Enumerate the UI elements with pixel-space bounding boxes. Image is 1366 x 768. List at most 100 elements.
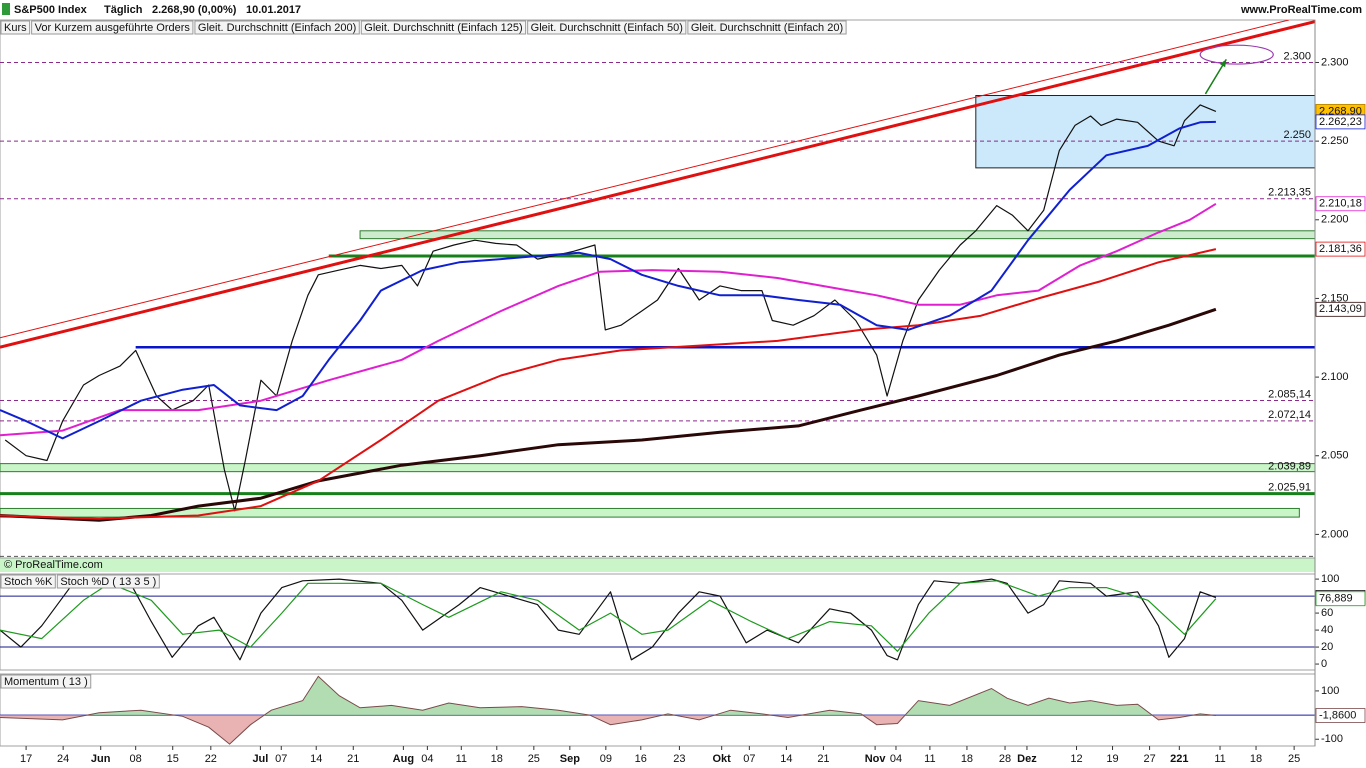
legend-box <box>360 20 527 35</box>
plot-area <box>0 20 1315 557</box>
last-value-box <box>1315 591 1366 607</box>
x-tick-label: 21 <box>347 753 359 765</box>
zone-label: 2.039,89 <box>1268 461 1311 473</box>
y-tick-label: 100 <box>1321 685 1339 697</box>
legend-entry: Stoch %K <box>4 576 53 588</box>
legend-entry: Gleit. Durchschnitt (Einfach 125) <box>364 22 522 34</box>
y-tick-label: 0 <box>1321 658 1327 670</box>
level-label: 2.213,35 <box>1268 187 1311 199</box>
source: www.ProRealTime.com <box>1240 4 1362 16</box>
y-tick-label: -100 <box>1321 733 1343 745</box>
series-line <box>0 120 1216 440</box>
last-price: 2.268,90 (0,00%) <box>152 4 237 16</box>
area-negative <box>0 715 1216 745</box>
series-line <box>0 578 1217 661</box>
arrow-head <box>1219 59 1227 68</box>
y-tick-label: 100 <box>1321 573 1339 585</box>
series-line <box>0 248 1217 520</box>
x-tick-label: 04 <box>890 753 902 765</box>
y-tick-label: 2.150 <box>1321 292 1349 304</box>
x-tick-label: 24 <box>57 753 69 765</box>
trend-line <box>0 20 1290 339</box>
x-tick-label: 25 <box>1288 753 1300 765</box>
x-tick-label: Jul <box>252 753 268 765</box>
x-tick-label: 21 <box>817 753 829 765</box>
copyright-strip <box>0 558 1315 572</box>
legend-entry: Gleit. Durchschnitt (Einfach 200) <box>198 22 356 34</box>
level-label: 2.300 <box>1283 50 1311 62</box>
y-tick-label: 2.200 <box>1321 214 1349 226</box>
legend-box <box>31 20 194 35</box>
x-tick-label: 19 <box>1106 753 1118 765</box>
last-value-label: 76,889 <box>1319 593 1353 605</box>
app-icon <box>2 3 10 15</box>
x-tick-label: 18 <box>491 753 503 765</box>
x-tick-label: 14 <box>310 753 322 765</box>
x-tick-label: 11 <box>1214 753 1225 765</box>
last-value-label: 2.143,09 <box>1319 303 1362 315</box>
last-value-label: 2.262,23 <box>1319 116 1362 128</box>
zone <box>0 463 1315 473</box>
x-tick-label: 07 <box>275 753 287 765</box>
x-tick-label: 25 <box>528 753 540 765</box>
y-tick-label: 2.250 <box>1321 135 1349 147</box>
legend-entry: Gleit. Durchschnitt (Einfach 20) <box>691 22 843 34</box>
x-tick-label: Sep <box>560 753 580 765</box>
x-tick-label: 14 <box>780 753 792 765</box>
x-tick-label: 23 <box>673 753 685 765</box>
x-tick-label: 08 <box>130 753 142 765</box>
legend-box <box>0 20 31 35</box>
trend-line <box>0 20 1315 349</box>
x-tick-label: 07 <box>743 753 755 765</box>
legend-entry: Vor Kurzem ausgeführte Orders <box>35 22 191 34</box>
y-tick-label: 2.000 <box>1321 528 1349 540</box>
last-value-label: 2.268,90 <box>1319 105 1362 117</box>
x-tick-label: 28 <box>999 753 1011 765</box>
x-tick-label: 11 <box>456 753 467 765</box>
level-label: 2.025,91 <box>1268 482 1311 494</box>
x-tick-label: Okt <box>713 753 732 765</box>
y-tick-label: 40 <box>1321 624 1333 636</box>
x-tick-label: Dez <box>1017 753 1037 765</box>
period: Täglich <box>104 4 143 16</box>
x-tick-label: 221 <box>1170 753 1188 765</box>
level-label: 2.085,14 <box>1268 388 1311 400</box>
highlight-ellipse <box>1199 44 1274 65</box>
area-positive <box>87 676 1212 716</box>
plot-area <box>0 675 1315 745</box>
x-tick-label: 04 <box>421 753 433 765</box>
x-tick-label: 12 <box>1070 753 1082 765</box>
last-value-label: 2.210,18 <box>1319 198 1362 210</box>
last-value-box <box>1315 241 1366 257</box>
series-line <box>0 580 1217 652</box>
last-value-box <box>1315 708 1366 723</box>
zone <box>0 507 1300 518</box>
zone <box>359 230 1315 240</box>
series-line <box>0 307 1217 522</box>
x-tick-label: 18 <box>1250 753 1262 765</box>
y-tick-label: 20 <box>1321 641 1333 653</box>
x-tick-label: 18 <box>961 753 973 765</box>
series-line <box>4 104 1217 512</box>
x-tick-label: Aug <box>393 753 414 765</box>
last-value-box <box>1315 301 1366 317</box>
legend-entry: Gleit. Durchschnitt (Einfach 50) <box>531 22 683 34</box>
legend-box <box>687 20 847 35</box>
x-tick-label: 16 <box>635 753 647 765</box>
legend-box <box>0 574 56 589</box>
y-tick-label: 60 <box>1321 607 1333 619</box>
y-tick-label: 2.300 <box>1321 56 1349 68</box>
x-tick-label: 27 <box>1143 753 1155 765</box>
legend-box <box>194 20 360 35</box>
x-tick-label: 11 <box>924 753 935 765</box>
legend-entry: Kurs <box>4 22 27 34</box>
last-value-label: -1,8600 <box>1319 709 1356 721</box>
x-tick-label: Nov <box>865 753 887 765</box>
x-tick-label: 17 <box>20 753 32 765</box>
instrument-title: S&P500 Index <box>14 4 88 16</box>
x-tick-label: 15 <box>167 753 179 765</box>
copyright: © ProRealTime.com <box>4 559 103 571</box>
x-tick-label: 22 <box>205 753 217 765</box>
level-label: 2.250 <box>1283 129 1311 141</box>
